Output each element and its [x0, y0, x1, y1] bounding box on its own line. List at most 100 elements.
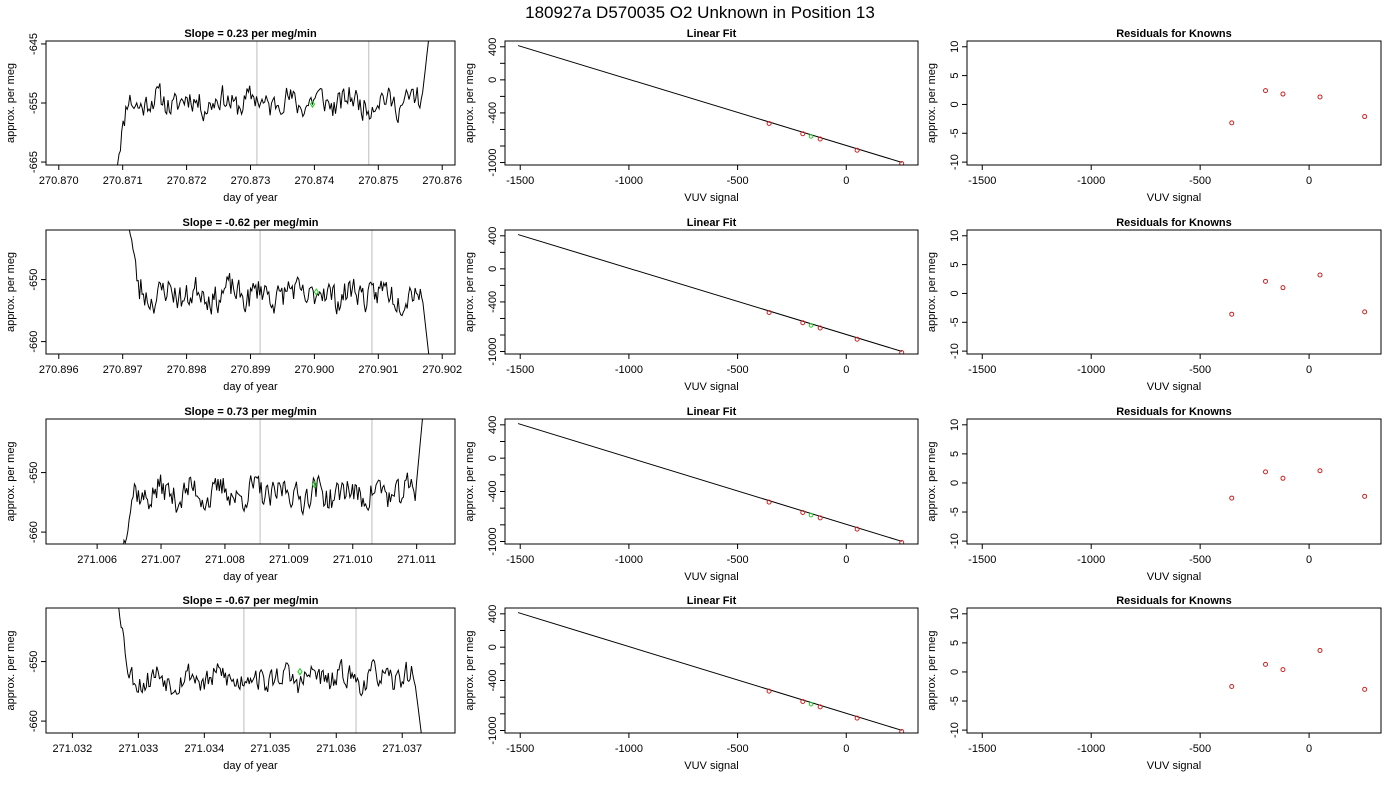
residual-point — [1229, 683, 1235, 689]
y-axis-label: approx. per meg — [926, 441, 938, 521]
known-standard-point — [899, 161, 905, 165]
unknown-sample-marker — [297, 667, 303, 676]
y-tick-label: 0 — [487, 644, 499, 650]
unknown-sample-marker — [309, 100, 316, 109]
panel-row1-fit: Linear Fit VUV signal approx. per meg -1500… — [464, 28, 919, 204]
x-tick-label: 0 — [1306, 364, 1312, 376]
unknown-point — [808, 323, 814, 328]
known-standard-point — [766, 499, 772, 505]
figure-title: 180927a D570035 O2 Unknown in Position 1… — [525, 3, 875, 22]
x-tick-label: -1500 — [968, 743, 996, 755]
y-tick-label: 0 — [487, 77, 499, 83]
residual-point — [1280, 667, 1286, 673]
known-standard-point — [817, 136, 823, 142]
plot-area — [123, 419, 423, 544]
panel-title: Residuals for Knowns — [1116, 28, 1232, 40]
y-tick-label: 400 — [487, 416, 499, 434]
x-tick-label: 271.032 — [53, 743, 93, 755]
x-tick-label: 271.008 — [205, 554, 245, 566]
y-tick-label: -1000 — [487, 148, 499, 176]
y-tick-label: -655 — [28, 92, 40, 114]
y-tick-label: 400 — [487, 227, 499, 245]
y-tick-label: -5 — [949, 696, 961, 706]
plot-frame — [504, 40, 919, 166]
panel-title: Linear Fit — [687, 595, 737, 607]
unknown-point — [808, 134, 814, 139]
x-tick-label: 0 — [843, 175, 849, 187]
panel-title: Linear Fit — [687, 406, 737, 418]
known-standard-point — [854, 715, 860, 721]
x-tick-label: 270.875 — [358, 175, 398, 187]
panel-title: Residuals for Knowns — [1116, 217, 1232, 229]
y-tick-label: -400 — [487, 291, 499, 313]
known-standard-point — [800, 131, 806, 137]
y-axis-label: approx. per meg — [5, 63, 17, 143]
x-tick-label: 270.900 — [295, 364, 335, 376]
panel-title: Slope = -0.67 per meg/min — [182, 595, 318, 607]
residual-point — [1362, 686, 1368, 692]
y-tick-label: -665 — [28, 151, 40, 173]
data-trace — [128, 230, 430, 354]
x-tick-label: 271.011 — [397, 554, 436, 566]
x-tick-label: -1500 — [506, 743, 534, 755]
y-tick-label: 10 — [949, 608, 961, 620]
panel-title: Residuals for Knowns — [1116, 595, 1232, 607]
residual-point — [1280, 475, 1286, 481]
x-tick-label: 271.006 — [77, 554, 117, 566]
x-tick-label: -1000 — [1077, 175, 1105, 187]
x-axis-label: VUV signal — [684, 192, 738, 204]
x-tick-label: 270.872 — [167, 175, 207, 187]
x-tick-label: 271.007 — [141, 554, 181, 566]
x-tick-label: 271.009 — [269, 554, 309, 566]
residual-point — [1263, 469, 1269, 475]
known-standard-point — [854, 336, 860, 342]
y-tick-label: -400 — [487, 102, 499, 124]
plot-frame — [966, 418, 1382, 545]
y-tick-label: -660 — [28, 710, 40, 732]
x-tick-label: 270.898 — [167, 364, 207, 376]
y-tick-label: -650 — [28, 462, 40, 484]
panels-group: Slope = 0.23 per meg/min day of year appro… — [5, 28, 1382, 772]
y-tick-label: 5 — [949, 262, 961, 268]
y-tick-label: -10 — [949, 533, 961, 549]
x-axis-label: VUV signal — [684, 571, 738, 583]
x-tick-label: 270.870 — [39, 175, 79, 187]
y-tick-label: 5 — [949, 73, 961, 79]
known-standard-point — [766, 121, 772, 127]
fit-line — [517, 423, 902, 542]
residual-point — [1263, 661, 1269, 667]
y-tick-label: -400 — [487, 669, 499, 691]
y-tick-label: -1000 — [487, 716, 499, 744]
x-tick-label: -500 — [1189, 743, 1211, 755]
plot-frame — [504, 418, 919, 545]
y-tick-label: 400 — [487, 605, 499, 623]
panel-row1-time: Slope = 0.23 per meg/min day of year appro… — [5, 28, 462, 204]
x-tick-label: 0 — [843, 364, 849, 376]
x-axis-label: VUV signal — [684, 381, 738, 393]
panel-row3-time: Slope = 0.73 per meg/min day of year appro… — [5, 406, 456, 583]
data-trace — [118, 608, 422, 733]
y-axis-label: approx. per meg — [5, 630, 17, 710]
x-axis-label: VUV signal — [1147, 192, 1201, 204]
panel-title: Slope = 0.73 per meg/min — [184, 406, 317, 418]
x-tick-label: 270.897 — [103, 364, 143, 376]
x-tick-label: 0 — [1306, 175, 1312, 187]
plot-area — [1229, 88, 1368, 126]
x-tick-label: -1500 — [506, 554, 534, 566]
y-tick-label: 0 — [949, 101, 961, 107]
y-tick-label: 0 — [487, 455, 499, 461]
y-tick-label: 0 — [949, 669, 961, 675]
x-axis-label: day of year — [223, 571, 278, 583]
y-tick-label: -1000 — [487, 527, 499, 555]
residual-point — [1362, 309, 1368, 315]
known-standard-point — [899, 350, 905, 354]
known-standard-point — [766, 310, 772, 316]
x-axis-label: VUV signal — [684, 760, 738, 772]
plot-area — [517, 45, 905, 165]
residual-point — [1229, 120, 1235, 126]
fit-line — [517, 234, 902, 352]
plot-frame — [504, 229, 919, 355]
x-tick-label: -500 — [727, 364, 749, 376]
residual-point — [1280, 285, 1286, 291]
x-tick-label: -1000 — [615, 743, 643, 755]
